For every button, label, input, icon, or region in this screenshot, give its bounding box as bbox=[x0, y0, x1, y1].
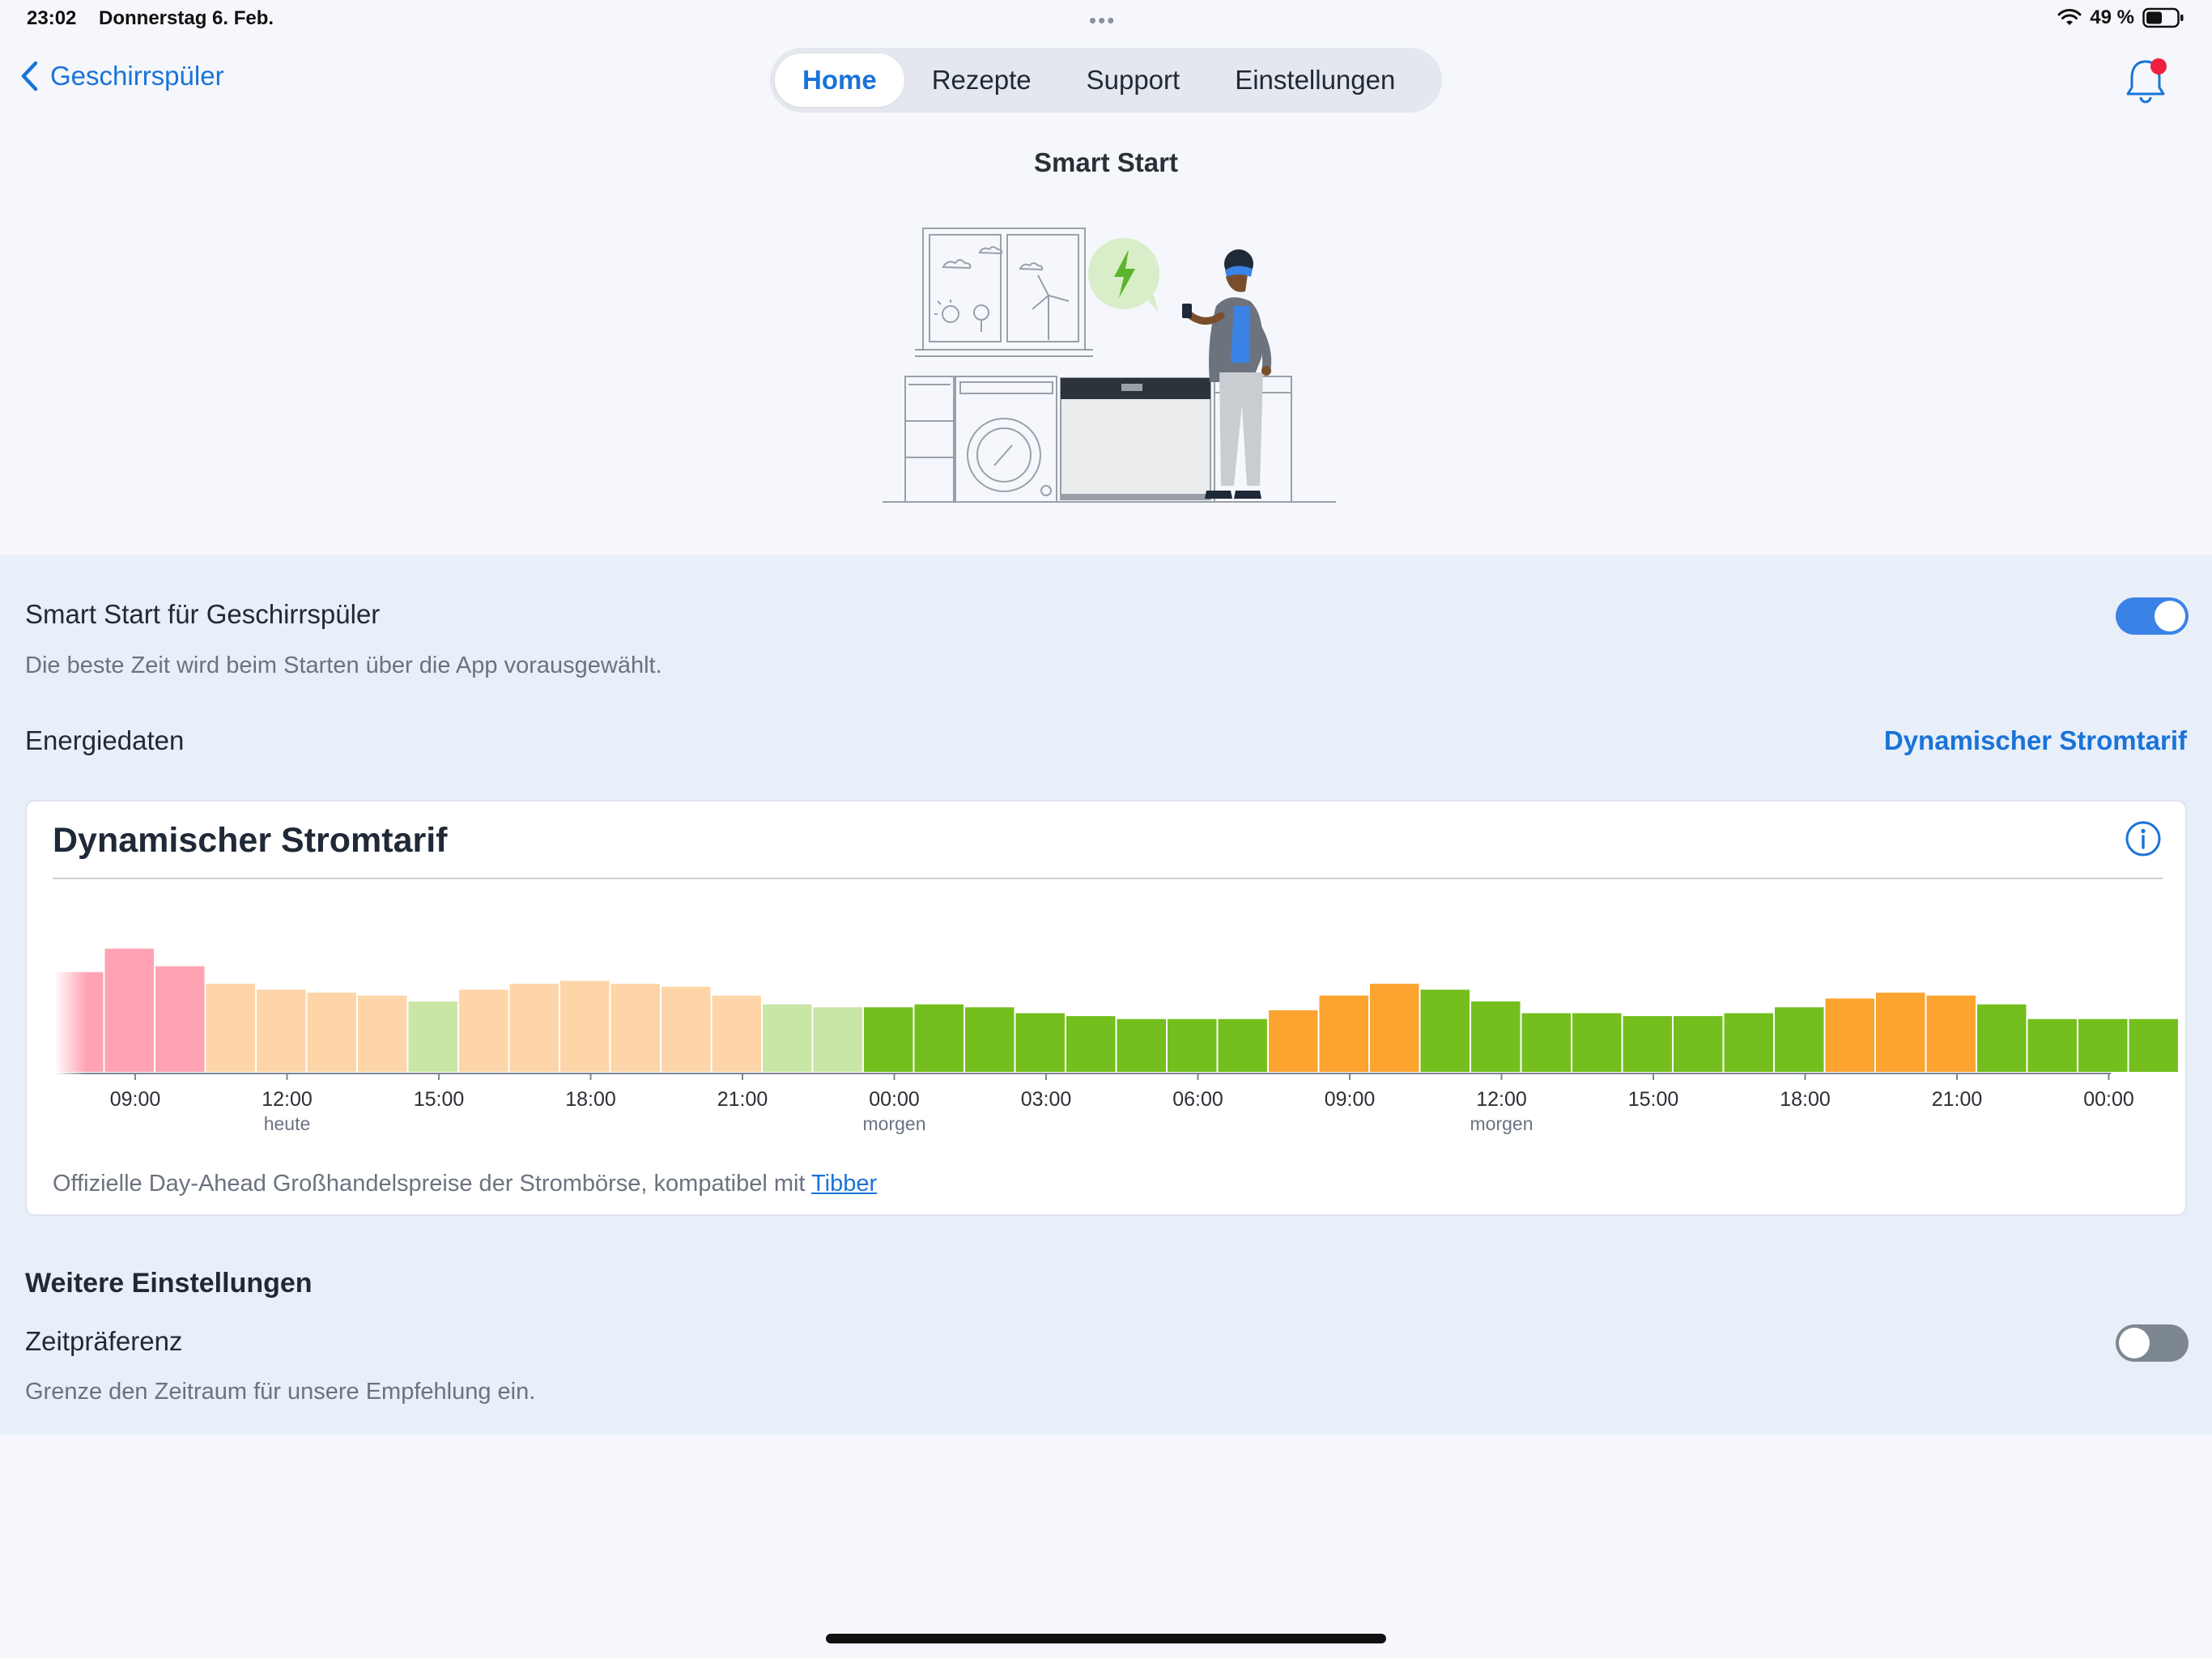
status-date: Donnerstag 6. Feb. bbox=[99, 7, 274, 29]
price-bar[interactable] bbox=[459, 989, 508, 1073]
price-bar[interactable] bbox=[104, 948, 155, 1072]
smart-start-title: Smart Start für Geschirrspüler bbox=[25, 599, 381, 629]
price-bar[interactable] bbox=[206, 984, 256, 1072]
energy-data-label: Energiedaten bbox=[25, 725, 185, 755]
tab-einstellungen[interactable]: Einstellungen bbox=[1235, 65, 1396, 95]
toggle-knob bbox=[2155, 601, 2185, 631]
battery-percentage: 49 % bbox=[2090, 6, 2134, 28]
info-icon[interactable] bbox=[2124, 819, 2163, 858]
price-bar[interactable] bbox=[358, 995, 407, 1072]
status-time: 23:02 bbox=[27, 7, 77, 29]
tibber-link[interactable]: Tibber bbox=[811, 1171, 878, 1197]
price-bar[interactable] bbox=[307, 993, 357, 1072]
time-preference-toggle[interactable] bbox=[2116, 1324, 2189, 1362]
price-bar[interactable] bbox=[610, 984, 661, 1072]
price-bar[interactable] bbox=[408, 1001, 458, 1072]
x-tick-sublabel: morgen bbox=[863, 1113, 926, 1134]
back-button[interactable]: Geschirrspüler bbox=[19, 60, 224, 92]
chart-fade-edge bbox=[54, 931, 87, 1077]
tab-rezepte[interactable]: Rezepte bbox=[931, 65, 1032, 95]
x-tick-sublabel: morgen bbox=[1470, 1113, 1534, 1134]
price-bar[interactable] bbox=[864, 1007, 913, 1072]
x-tick-label: 00:00 bbox=[2083, 1088, 2134, 1111]
battery-icon bbox=[2142, 7, 2184, 28]
price-bar[interactable] bbox=[763, 1004, 812, 1072]
price-bar[interactable] bbox=[1775, 1007, 1824, 1072]
time-preference-title: Zeitpräferenz bbox=[25, 1326, 183, 1356]
card-divider bbox=[53, 878, 2163, 879]
price-bar[interactable] bbox=[1521, 1013, 1572, 1073]
smart-start-toggle[interactable] bbox=[2116, 597, 2189, 635]
tab-home[interactable]: Home bbox=[775, 53, 904, 107]
price-bar[interactable] bbox=[1015, 1013, 1066, 1073]
price-bar[interactable] bbox=[1269, 1010, 1318, 1072]
energy-tariff-link[interactable]: Dynamischer Stromtarif bbox=[1883, 725, 2187, 755]
price-bar[interactable] bbox=[1876, 993, 1925, 1072]
price-bar[interactable] bbox=[1117, 1018, 1167, 1072]
x-tick-label: 09:00 bbox=[1325, 1088, 1376, 1111]
x-tick-label: 15:00 bbox=[414, 1088, 465, 1111]
price-bar[interactable] bbox=[661, 986, 711, 1072]
x-tick-label: 15:00 bbox=[1628, 1088, 1679, 1111]
price-bar[interactable] bbox=[1674, 1016, 1723, 1072]
x-tick-label: 21:00 bbox=[717, 1088, 768, 1111]
price-bar[interactable] bbox=[1926, 995, 1976, 1072]
card-title: Dynamischer Stromtarif bbox=[53, 821, 448, 860]
chevron-left-icon bbox=[21, 61, 38, 91]
price-bar[interactable] bbox=[1724, 1013, 1774, 1073]
price-bar[interactable] bbox=[1825, 998, 1875, 1072]
notification-bell-icon[interactable] bbox=[2121, 53, 2170, 107]
x-tick-label: 00:00 bbox=[869, 1088, 920, 1111]
price-bar[interactable] bbox=[1218, 1018, 1268, 1072]
price-bar[interactable] bbox=[1623, 1016, 1673, 1072]
footer-text: Offizielle Day-Ahead Großhandelspreise d… bbox=[53, 1171, 812, 1197]
back-button-label: Geschirrspüler bbox=[50, 61, 224, 91]
price-bar[interactable] bbox=[1168, 1018, 1217, 1072]
price-bar[interactable] bbox=[1370, 984, 1419, 1072]
toggle-knob bbox=[2119, 1328, 2150, 1358]
price-bar[interactable] bbox=[560, 980, 610, 1072]
price-bar[interactable] bbox=[1471, 1001, 1521, 1072]
home-indicator[interactable] bbox=[826, 1634, 1386, 1643]
price-bar[interactable] bbox=[712, 995, 762, 1072]
price-bar[interactable] bbox=[914, 1004, 964, 1072]
status-indicators: 49 % bbox=[2057, 6, 2184, 29]
x-tick-label: 12:00 bbox=[1476, 1088, 1527, 1111]
price-bar[interactable] bbox=[257, 989, 306, 1073]
card-footer: Offizielle Day-Ahead Großhandelspreise d… bbox=[53, 1171, 877, 1197]
price-bar[interactable] bbox=[1420, 989, 1470, 1073]
x-tick-label: 18:00 bbox=[1780, 1088, 1831, 1111]
wifi-icon bbox=[2057, 9, 2082, 25]
price-bar[interactable] bbox=[1572, 1013, 1622, 1073]
x-tick-label: 09:00 bbox=[110, 1088, 161, 1111]
price-bar[interactable] bbox=[2078, 1018, 2128, 1072]
price-bar[interactable] bbox=[965, 1007, 1015, 1072]
x-tick-label: 03:00 bbox=[1021, 1088, 1072, 1111]
page-title: Smart Start bbox=[1034, 147, 1178, 177]
further-settings-title: Weitere Einstellungen bbox=[25, 1268, 313, 1299]
tab-bar: Home Rezepte Support Einstellungen bbox=[770, 48, 1442, 113]
tab-support[interactable]: Support bbox=[1086, 65, 1180, 95]
multitasking-dots-icon[interactable]: ••• bbox=[1089, 8, 1117, 32]
price-bar[interactable] bbox=[509, 984, 559, 1072]
x-tick-label: 12:00 bbox=[262, 1088, 313, 1111]
x-tick-label: 18:00 bbox=[565, 1088, 616, 1111]
price-bar[interactable] bbox=[2129, 1018, 2179, 1072]
price-bar[interactable] bbox=[813, 1007, 863, 1072]
notification-badge bbox=[2150, 58, 2167, 74]
price-bar[interactable] bbox=[1066, 1016, 1116, 1072]
x-tick-label: 06:00 bbox=[1172, 1088, 1223, 1111]
tariff-chart-card: Dynamischer Stromtarif 09:00 12:00 heute 15… bbox=[25, 800, 2187, 1216]
price-bar[interactable] bbox=[155, 966, 205, 1073]
time-preference-subtitle: Grenze den Zeitraum für unsere Empfehlun… bbox=[25, 1379, 536, 1405]
status-bar: 23:02 Donnerstag 6. Feb. ••• 49 % bbox=[0, 0, 2212, 40]
price-bar[interactable] bbox=[1977, 1004, 2027, 1072]
x-tick-label: 21:00 bbox=[1932, 1088, 1983, 1111]
x-tick-sublabel: heute bbox=[264, 1113, 311, 1134]
smart-start-illustration bbox=[883, 227, 1336, 503]
smart-start-subtitle: Die beste Zeit wird beim Starten über di… bbox=[25, 653, 662, 678]
price-bar[interactable] bbox=[2027, 1018, 2078, 1072]
price-bar[interactable] bbox=[1319, 995, 1369, 1072]
